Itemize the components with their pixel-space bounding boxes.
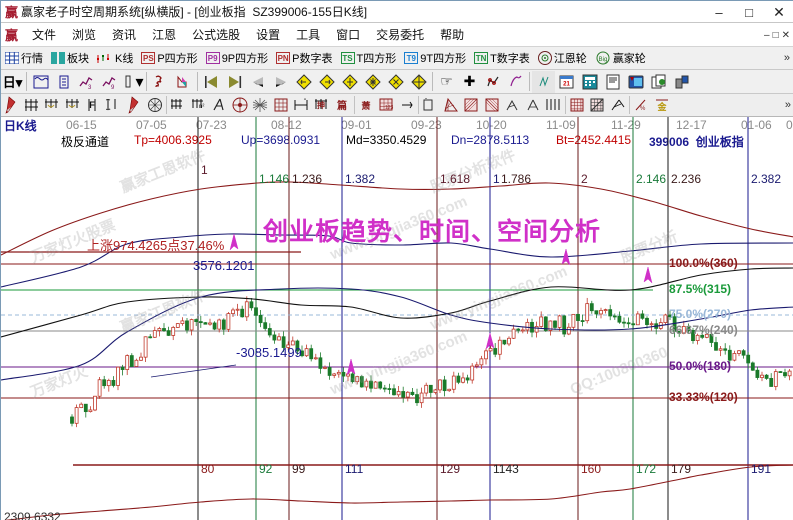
svg-text:3: 3 (88, 85, 92, 90)
svg-text:21: 21 (563, 81, 570, 87)
svg-text:F: F (90, 100, 96, 110)
svg-text:金: 金 (656, 101, 667, 112)
svg-text:": " (304, 99, 306, 105)
svg-text:Big: Big (598, 57, 607, 63)
svg-text:123: 123 (385, 105, 394, 111)
svg-text:篇: 篇 (336, 99, 347, 112)
svg-text:抻: 抻 (317, 100, 325, 110)
svg-text:9: 9 (111, 85, 115, 90)
svg-text:n²: n² (199, 104, 204, 110)
svg-text:%: % (640, 106, 646, 112)
svg-text:萧: 萧 (361, 100, 370, 111)
